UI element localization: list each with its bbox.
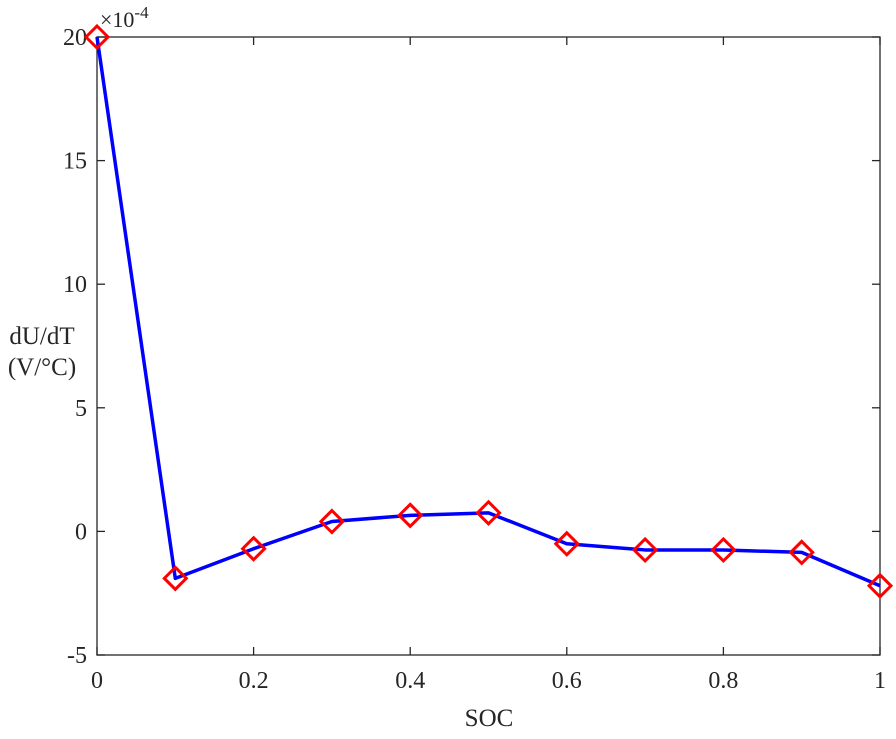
x-tick-label: 0.4 bbox=[395, 668, 425, 694]
series-line bbox=[95, 36, 881, 588]
plot-area-border bbox=[96, 36, 881, 656]
markers-layer bbox=[83, 23, 894, 599]
y-tick-label: 5 bbox=[75, 396, 87, 422]
y-tick-label: 20 bbox=[63, 25, 87, 51]
x-tick-label: 0 bbox=[91, 668, 103, 694]
y-axis-ticks: -5 0 5 10 15 20 bbox=[63, 25, 880, 669]
x-tick-label: 0.6 bbox=[552, 668, 582, 694]
data-point-marker bbox=[240, 535, 267, 562]
x-tick-label: 0.2 bbox=[239, 668, 269, 694]
exponent-power: -4 bbox=[134, 3, 149, 22]
data-point-marker bbox=[710, 536, 737, 564]
y-axis-exponent: ×10-4 bbox=[100, 3, 149, 32]
data-point-marker bbox=[318, 508, 346, 535]
data-point-marker bbox=[866, 572, 894, 599]
series-layer bbox=[95, 36, 881, 588]
y-tick-label: -5 bbox=[67, 643, 87, 669]
exponent-base: ×10 bbox=[100, 7, 134, 32]
data-point-marker bbox=[631, 536, 659, 564]
data-point-marker bbox=[475, 499, 502, 526]
data-point-marker bbox=[788, 539, 815, 566]
x-tick-label: 0.8 bbox=[708, 668, 738, 694]
data-point-marker bbox=[83, 23, 111, 51]
data-point-marker bbox=[162, 565, 189, 592]
y-axis-label-line-1: dU/dT bbox=[9, 323, 74, 350]
y-tick-label: 0 bbox=[75, 519, 87, 545]
y-axis-label-line-2: (V/°C) bbox=[8, 354, 76, 381]
data-point-marker bbox=[397, 502, 424, 529]
x-axis-ticks: 0 0.2 0.4 0.6 0.8 1 bbox=[91, 37, 886, 694]
x-axis-label: SOC bbox=[465, 705, 514, 732]
y-tick-label: 15 bbox=[63, 149, 87, 175]
data-point-marker bbox=[553, 530, 580, 557]
axes-frame bbox=[96, 36, 881, 656]
x-tick-label: 1 bbox=[874, 668, 886, 694]
y-tick-label: 10 bbox=[63, 272, 87, 298]
